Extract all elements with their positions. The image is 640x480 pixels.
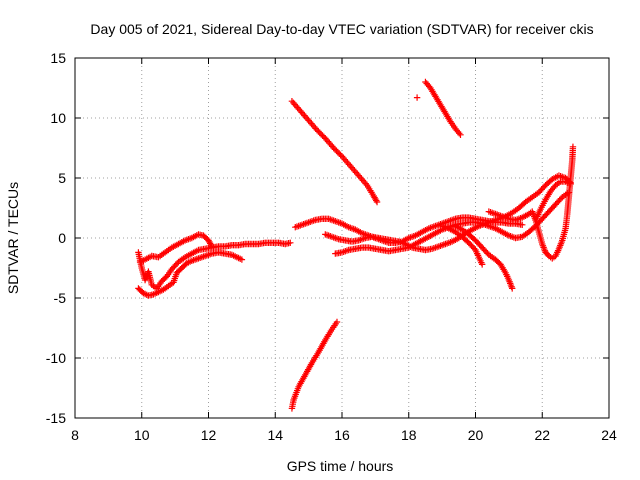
data-point-track-k bbox=[373, 198, 381, 206]
data-point-track-b bbox=[238, 256, 246, 263]
data-point-track-k bbox=[333, 147, 340, 154]
data-point-track-k bbox=[336, 150, 343, 157]
data-point-track-k bbox=[373, 197, 380, 204]
y-axis-label: SDTVAR / TECUs bbox=[5, 182, 21, 294]
data-point-track-k bbox=[330, 144, 337, 152]
y-tick-label: 15 bbox=[50, 50, 66, 66]
data-point-track-k bbox=[313, 126, 321, 134]
data-point-track-i bbox=[569, 143, 577, 150]
data-point-track-k bbox=[315, 128, 322, 135]
data-point-track-k bbox=[337, 151, 344, 159]
x-tick-label: 18 bbox=[401, 427, 417, 443]
x-tick-label: 16 bbox=[334, 427, 350, 443]
data-point-track-m bbox=[457, 131, 464, 138]
x-tick-label: 10 bbox=[134, 427, 150, 443]
data-point-track-g bbox=[509, 285, 516, 292]
data-point-track-c bbox=[208, 243, 216, 250]
axis-ticks: 8 10 12 14 16 18 20 22 24 -15 -10 -5 0 5 10 15 bbox=[46, 50, 617, 443]
data-point-track-k bbox=[319, 132, 326, 139]
data-point-track-h bbox=[470, 245, 478, 252]
x-tick-label: 20 bbox=[468, 427, 484, 443]
data-point-track-k bbox=[334, 149, 342, 156]
y-tick-label: -15 bbox=[46, 410, 66, 426]
x-tick-label: 14 bbox=[267, 427, 283, 443]
y-tick-label: 10 bbox=[50, 110, 66, 126]
data-point-track-m bbox=[456, 130, 463, 137]
data-point-track-k bbox=[317, 131, 325, 138]
x-axis-label: GPS time / hours bbox=[287, 458, 394, 474]
x-tick-label: 22 bbox=[534, 427, 550, 443]
x-tick-label: 12 bbox=[201, 427, 217, 443]
y-tick-label: 0 bbox=[58, 230, 66, 246]
data-point-track-d bbox=[519, 221, 526, 228]
y-tick-label: -10 bbox=[46, 350, 66, 366]
data-point-track-j bbox=[567, 180, 574, 188]
data-point-track-c bbox=[207, 241, 215, 249]
data-marks bbox=[135, 78, 577, 412]
data-point-track-k bbox=[331, 146, 339, 153]
data-point-track-a bbox=[287, 239, 294, 246]
data-point-track-k bbox=[320, 133, 328, 141]
data-point-track-l bbox=[333, 318, 341, 326]
data-point-isolated bbox=[413, 94, 421, 101]
data-point-track-k bbox=[316, 129, 323, 136]
x-tick-label: 24 bbox=[601, 427, 617, 443]
chart-title: Day 005 of 2021, Sidereal Day-to-day VTE… bbox=[90, 21, 593, 37]
x-tick-label: 8 bbox=[71, 427, 79, 443]
data-point-track-h bbox=[478, 261, 486, 268]
y-tick-label: 5 bbox=[58, 170, 66, 186]
y-tick-label: -5 bbox=[54, 290, 67, 306]
